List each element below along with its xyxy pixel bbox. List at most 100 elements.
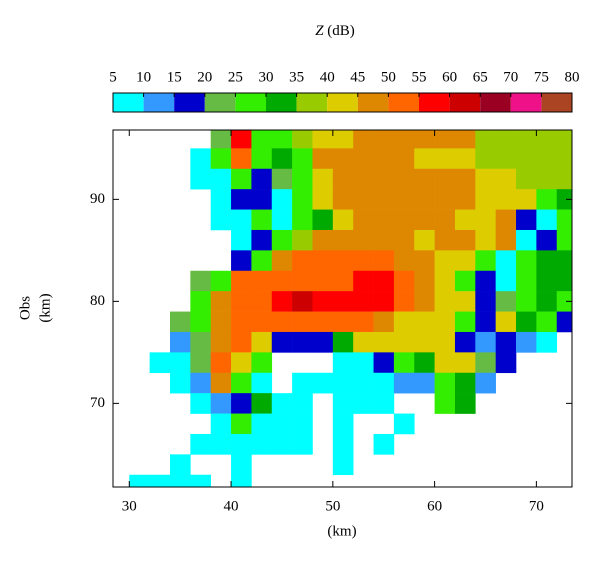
heatmap-cell [251,291,273,312]
heatmap-cell [495,352,517,374]
heatmap-cell [231,393,252,414]
heatmap-cell [495,229,517,251]
y-axis-label: Obs (km) [17,293,53,322]
heatmap-cell [292,393,313,414]
heatmap-cell [210,311,232,333]
heatmap-cell [454,311,476,333]
heatmap-cell [149,352,171,374]
heatmap-cell [231,250,252,272]
heatmap-cell [251,148,273,170]
heatmap-cell [251,372,273,394]
heatmap-cell [231,454,252,476]
heatmap-cell [210,372,232,394]
heatmap-cell [251,270,273,292]
heatmap-cell [332,352,354,374]
heatmap-cell [251,433,273,455]
heatmap-cell [393,413,415,435]
heatmap-cell [414,372,435,394]
heatmap-cell [373,270,395,292]
heatmap-cell [231,229,252,251]
heatmap-cell [312,250,334,272]
heatmap-cell [231,270,252,292]
heatmap-cell [190,311,212,333]
heatmap-cell [475,148,496,170]
heatmap-cell [312,229,334,251]
heatmap-cell [536,168,558,190]
heatmap-cell [332,454,354,476]
heatmap-cell [353,209,374,231]
colorbar-tick-label: 20 [197,69,212,85]
heatmap-cell [373,168,395,190]
heatmap-cell [251,413,273,435]
heatmap-cell [271,393,293,414]
heatmap-cell [414,331,435,353]
heatmap-cell [251,250,273,272]
heatmap-cell [373,352,395,374]
heatmap-cell [292,209,313,231]
heatmap-cell [475,291,496,312]
heatmap-cell [169,331,191,353]
heatmap-cell [475,130,496,149]
heatmap-cell [475,352,496,374]
heatmap-cell [495,209,517,231]
heatmap-cell [475,250,496,272]
heatmap-cell [332,130,354,149]
heatmap-cell [353,148,374,170]
heatmap-cell [210,291,232,312]
heatmap-cell [231,209,252,231]
heatmap-cell [292,413,313,435]
heatmap-cell [454,270,476,292]
y-tick-label: 90 [90,191,105,207]
colorbar-swatch [235,93,266,112]
heatmap-cell [292,148,313,170]
heatmap-cell [312,331,334,353]
heatmap-cell [454,393,476,414]
heatmap-cell [475,229,496,251]
heatmap-cell [393,352,415,374]
heatmap-cell [393,168,415,190]
y-label-line: Obs [17,296,33,320]
heatmap-cell [516,229,537,251]
heatmap-cell [271,270,293,292]
heatmap-cell [353,250,374,272]
heatmap-cell [271,209,293,231]
heatmap-cell [454,130,476,149]
heatmap-cell [495,331,517,353]
heatmap-cell [312,189,334,210]
heatmap-cell [373,209,395,231]
heatmap-cells [129,130,572,487]
heatmap-cell [231,474,252,487]
heatmap-cell [251,311,273,333]
colorbar-tick-label: 60 [442,69,457,85]
colorbar-tick-label: 50 [381,69,396,85]
colorbar-swatch [388,93,419,112]
heatmap-cell [373,250,395,272]
heatmap-cell [231,311,252,333]
heatmap-cell [169,372,191,394]
heatmap-cell [292,250,313,272]
heatmap-cell [332,433,354,455]
heatmap-cell [454,189,476,210]
heatmap-cell [353,331,374,353]
colorbar-swatch [510,93,542,112]
heatmap-cell [353,270,374,292]
heatmap-cell [353,189,374,210]
heatmap-cell [434,352,456,374]
heatmap-cell [251,352,273,374]
heatmap-cell [169,311,191,333]
heatmap-cell [454,229,476,251]
heatmap-cell [231,331,252,353]
heatmap-cell [353,352,374,374]
heatmap-cell [353,130,374,149]
heatmap-cell [495,148,517,170]
heatmap-cell [129,474,150,487]
heatmap-cell [292,291,313,312]
heatmap-cell [393,148,415,170]
heatmap-cell [210,148,232,170]
heatmap-cell [271,331,293,353]
heatmap-cell [292,229,313,251]
colorbar-swatch [143,93,175,112]
heatmap-cell [556,291,572,312]
heatmap-cell [210,331,232,353]
colorbar-title: Z (dB) [315,23,355,39]
